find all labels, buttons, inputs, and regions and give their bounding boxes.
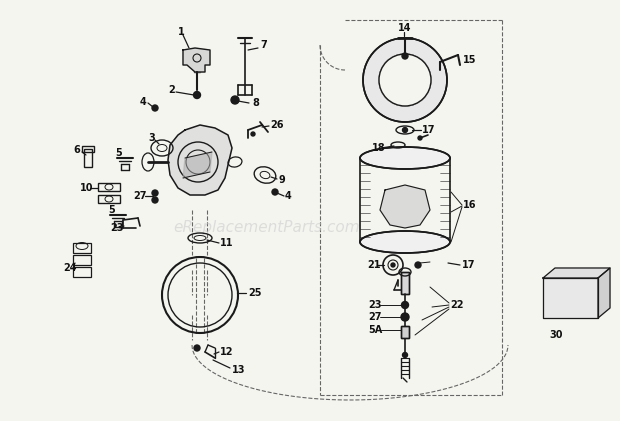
Polygon shape (168, 125, 232, 195)
Text: 6: 6 (73, 145, 80, 155)
Text: 25: 25 (248, 288, 262, 298)
Circle shape (251, 132, 255, 136)
Text: 24: 24 (63, 263, 76, 273)
Polygon shape (183, 152, 212, 178)
Text: 13: 13 (232, 365, 246, 375)
Circle shape (415, 262, 421, 268)
Text: 18: 18 (372, 143, 386, 153)
Text: 4: 4 (140, 97, 147, 107)
Circle shape (152, 197, 158, 203)
Polygon shape (543, 278, 598, 318)
Polygon shape (598, 268, 610, 318)
Text: 23: 23 (110, 223, 123, 233)
Circle shape (391, 263, 395, 267)
Text: 12: 12 (220, 347, 234, 357)
Text: 23: 23 (368, 300, 381, 310)
Ellipse shape (360, 231, 450, 253)
Bar (98, 195, 120, 203)
Text: 21: 21 (367, 260, 381, 270)
Circle shape (193, 91, 200, 99)
Circle shape (272, 189, 278, 195)
Text: 7: 7 (260, 40, 267, 50)
Circle shape (152, 190, 158, 196)
Text: 3: 3 (148, 133, 155, 143)
Bar (401, 326, 409, 338)
Bar (401, 272, 409, 294)
Ellipse shape (360, 147, 450, 169)
Text: 1: 1 (178, 27, 185, 37)
Circle shape (402, 352, 407, 357)
Polygon shape (543, 268, 610, 278)
Circle shape (379, 54, 431, 106)
Circle shape (194, 345, 200, 351)
Text: 4: 4 (285, 191, 292, 201)
Circle shape (152, 105, 158, 111)
Text: 14: 14 (398, 23, 412, 33)
Polygon shape (183, 48, 210, 72)
Circle shape (402, 53, 408, 59)
Bar (84, 149, 92, 167)
Text: 2: 2 (168, 85, 175, 95)
Text: 5A: 5A (368, 325, 383, 335)
Bar (82, 146, 94, 152)
Bar (73, 255, 91, 265)
Circle shape (418, 136, 422, 140)
Bar (98, 183, 120, 191)
Text: 26: 26 (270, 120, 283, 130)
Bar (73, 243, 91, 253)
Text: eReplacementParts.com: eReplacementParts.com (173, 220, 360, 235)
Text: 17: 17 (462, 260, 476, 270)
Text: 27: 27 (368, 312, 381, 322)
Text: 16: 16 (463, 200, 477, 210)
Text: 9: 9 (278, 175, 285, 185)
Text: 10: 10 (80, 183, 94, 193)
Text: 5: 5 (115, 148, 122, 158)
Bar (401, 326, 409, 338)
Text: 11: 11 (220, 238, 234, 248)
Bar (73, 267, 91, 277)
Circle shape (402, 301, 409, 309)
Text: 8: 8 (252, 98, 259, 108)
Circle shape (402, 128, 407, 133)
Text: 30: 30 (549, 330, 563, 340)
Text: 5: 5 (108, 205, 115, 215)
Text: 22: 22 (450, 300, 464, 310)
Polygon shape (380, 185, 430, 228)
Text: 17: 17 (422, 125, 435, 135)
Circle shape (231, 96, 239, 104)
Text: 27: 27 (133, 191, 146, 201)
Text: 15: 15 (463, 55, 477, 65)
Circle shape (401, 313, 409, 321)
Bar (401, 272, 409, 294)
Circle shape (363, 38, 447, 122)
